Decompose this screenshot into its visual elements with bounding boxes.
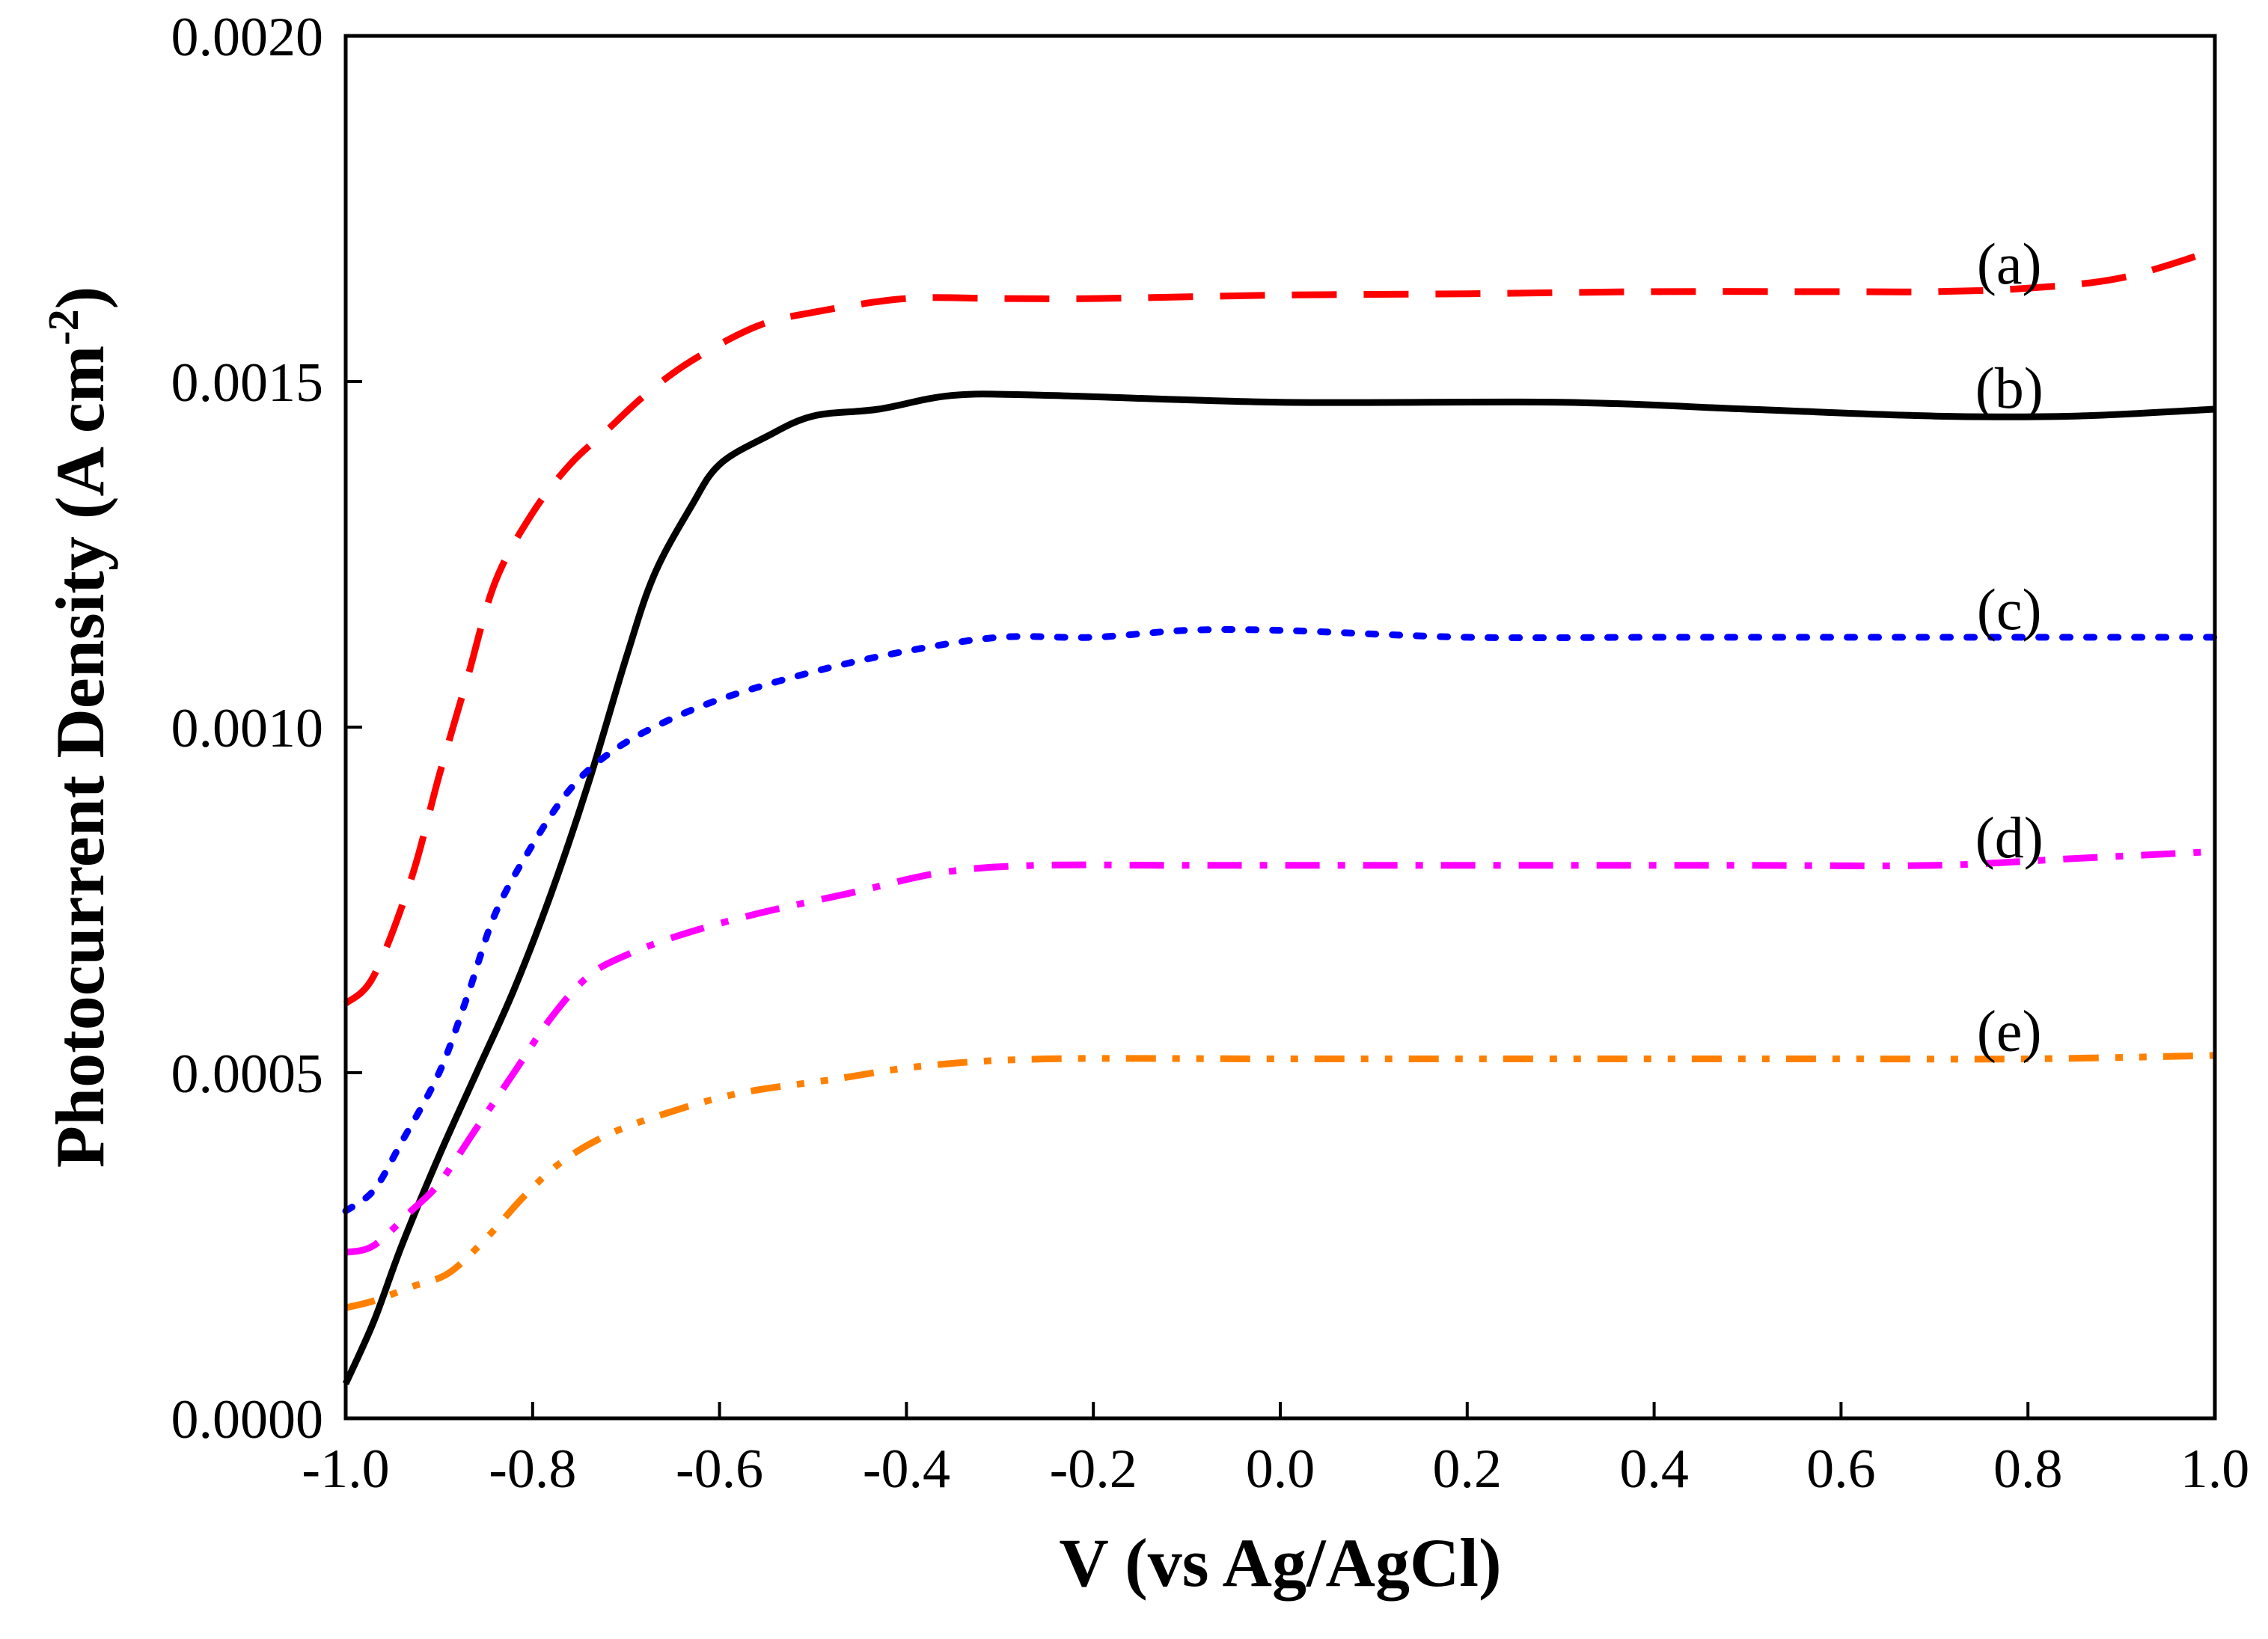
series-layer — [342, 247, 2219, 1385]
y-axis-title-main: Photocurrent Density (A cm — [42, 346, 118, 1168]
x-tick-label: -0.6 — [676, 1439, 763, 1500]
series-label-d: (d) — [1975, 805, 2044, 870]
series-labels: (a) (b) (c) (d) (e) — [1975, 231, 2044, 1064]
x-tick-label: 0.2 — [1433, 1439, 1503, 1500]
y-tick-label: 0.0015 — [171, 352, 324, 414]
x-tick-label: 0.6 — [1806, 1439, 1876, 1500]
x-tick-label: -0.2 — [1050, 1439, 1137, 1500]
series-line-e — [344, 1052, 2216, 1311]
series-label-e: (e) — [1977, 999, 2042, 1064]
x-tick-label: -0.8 — [489, 1439, 576, 1500]
x-tick-label: -0.4 — [863, 1439, 950, 1500]
y-axis-title: Photocurrent Density (A cm-2) — [39, 287, 118, 1168]
x-tick-label: 0.4 — [1619, 1439, 1689, 1500]
series-line-c — [342, 625, 2219, 1215]
x-tick-label: 0.8 — [1993, 1439, 2063, 1500]
x-tick-label: 1.0 — [2180, 1439, 2250, 1500]
ticks-layer: -1.0 -0.8 -0.6 -0.4 -0.2 0.0 0.2 0.4 0.6 0.8 1.0 0.… — [171, 7, 2250, 1500]
y-tick-label: 0.0005 — [171, 1044, 324, 1105]
series-line-a — [343, 247, 2216, 1007]
y-tick-label: 0.0020 — [171, 7, 324, 68]
y-tick-label: 0.0010 — [171, 698, 324, 759]
series-label-b: (b) — [1975, 355, 2044, 420]
y-tick-label: 0.0000 — [171, 1389, 324, 1450]
y-axis-title-close: ) — [42, 287, 118, 310]
series-label-a: (a) — [1977, 231, 2042, 296]
x-axis-title: V (vs Ag/AgCl) — [1059, 1525, 1501, 1601]
x-tick-label: 0.0 — [1246, 1439, 1315, 1500]
y-axis-title-superscript: -2 — [39, 309, 88, 345]
series-label-c: (c) — [1977, 577, 2042, 642]
series-line-b — [342, 390, 2216, 1385]
series-line-d — [344, 848, 2216, 1256]
plot-frame — [343, 34, 2217, 1421]
x-tick-label: -1.0 — [302, 1439, 389, 1500]
